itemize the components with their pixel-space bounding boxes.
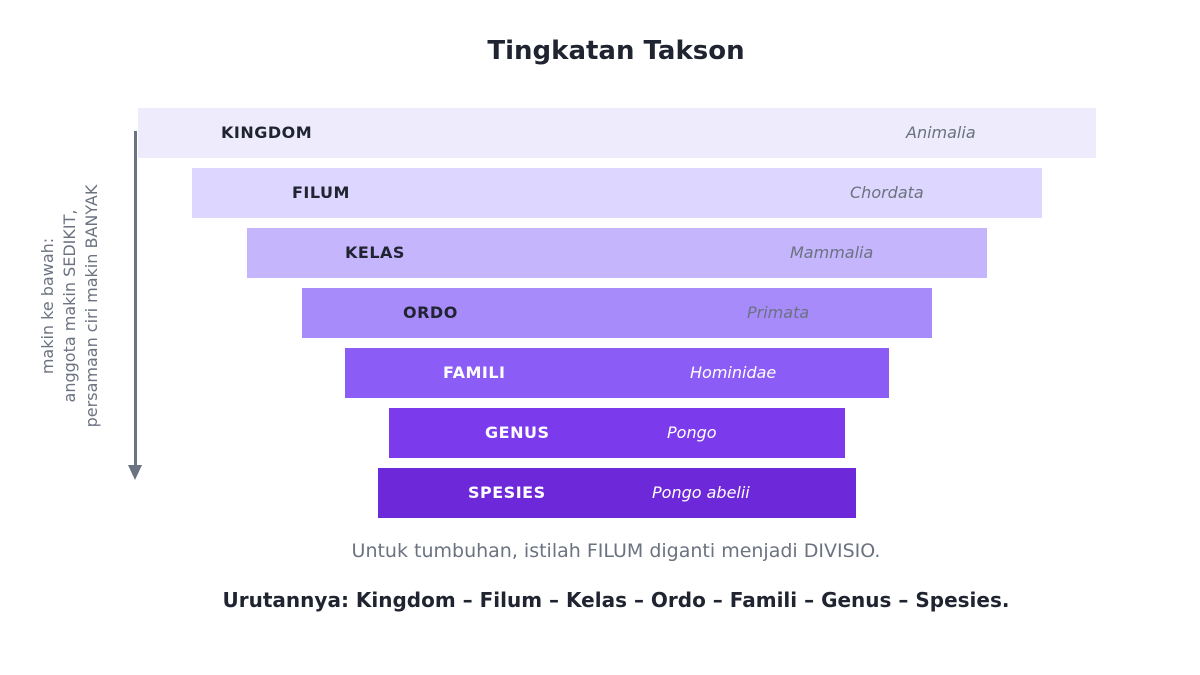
example-label: Animalia	[906, 123, 976, 142]
example-label: Pongo abelii	[652, 483, 750, 502]
level-band-kelas: KELAS Mammalia	[247, 228, 987, 278]
order-summary: Urutannya: Kingdom – Filum – Kelas – Ord…	[222, 588, 1010, 612]
rank-label: FAMILI	[443, 363, 506, 382]
example-label: Primata	[747, 303, 810, 322]
direction-label: makin ke bawah: anggota makin SEDIKIT, p…	[37, 156, 103, 456]
plant-note: Untuk tumbuhan, istilah FILUM diganti me…	[351, 540, 881, 562]
example-label: Pongo	[667, 423, 717, 442]
example-label: Mammalia	[790, 243, 874, 262]
rank-label: FILUM	[292, 183, 350, 202]
rank-label: KELAS	[345, 243, 405, 262]
level-band-famili: FAMILI Hominidae	[345, 348, 889, 398]
arrow-down-icon	[128, 465, 142, 480]
direction-label-line: persamaan ciri makin BANYAK	[82, 184, 101, 428]
rank-label: SPESIES	[468, 483, 546, 502]
diagram-title: Tingkatan Takson	[487, 36, 745, 66]
example-label: Chordata	[850, 183, 924, 202]
level-band-filum: FILUM Chordata	[192, 168, 1042, 218]
level-band-kingdom: KINGDOM Animalia	[138, 108, 1096, 158]
rank-label: KINGDOM	[221, 123, 313, 142]
level-band-ordo: ORDO Primata	[302, 288, 932, 338]
example-label: Hominidae	[690, 363, 777, 382]
rank-label: GENUS	[485, 423, 550, 442]
down-arrow-line	[134, 131, 137, 467]
direction-label-line: makin ke bawah:	[38, 237, 57, 375]
level-band-genus: GENUS Pongo	[389, 408, 845, 458]
level-band-spesies: SPESIES Pongo abelii	[378, 468, 856, 518]
direction-label-line: anggota makin SEDIKIT,	[60, 209, 79, 403]
rank-label: ORDO	[403, 303, 458, 322]
